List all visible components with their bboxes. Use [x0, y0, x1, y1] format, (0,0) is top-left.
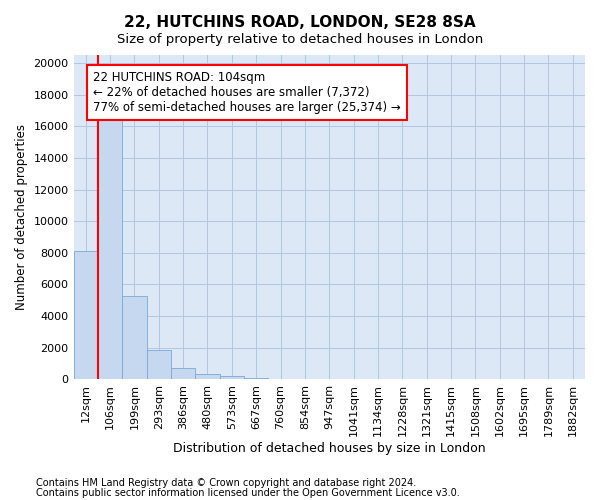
- Text: 22, HUTCHINS ROAD, LONDON, SE28 8SA: 22, HUTCHINS ROAD, LONDON, SE28 8SA: [124, 15, 476, 30]
- Bar: [196, 374, 220, 380]
- Bar: [268, 378, 293, 380]
- Bar: [244, 378, 268, 380]
- Bar: [171, 368, 196, 380]
- Y-axis label: Number of detached properties: Number of detached properties: [15, 124, 28, 310]
- Bar: [122, 296, 146, 380]
- X-axis label: Distribution of detached houses by size in London: Distribution of detached houses by size …: [173, 442, 485, 455]
- Bar: [220, 376, 244, 380]
- Bar: [98, 115, 122, 380]
- Text: Contains public sector information licensed under the Open Government Licence v3: Contains public sector information licen…: [36, 488, 460, 498]
- Bar: [146, 350, 171, 380]
- Text: 22 HUTCHINS ROAD: 104sqm
← 22% of detached houses are smaller (7,372)
77% of sem: 22 HUTCHINS ROAD: 104sqm ← 22% of detach…: [93, 71, 401, 114]
- Text: Contains HM Land Registry data © Crown copyright and database right 2024.: Contains HM Land Registry data © Crown c…: [36, 478, 416, 488]
- Bar: [74, 252, 98, 380]
- Text: Size of property relative to detached houses in London: Size of property relative to detached ho…: [117, 32, 483, 46]
